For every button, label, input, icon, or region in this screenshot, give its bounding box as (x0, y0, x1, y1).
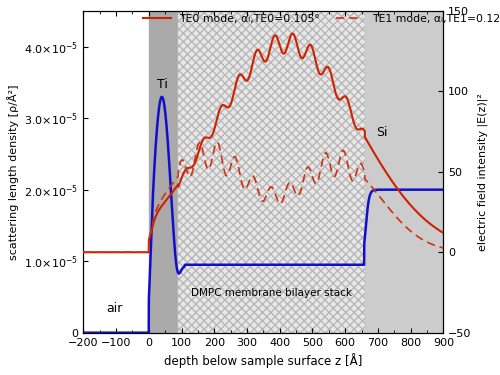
X-axis label: depth below sample surface z [Å]: depth below sample surface z [Å] (164, 353, 362, 368)
Bar (365, 11, 444, 333)
TE1 mode, αᵢ,TE1=0.123° (376, 194, 382, 199)
Text: DMPC membrane bilayer stack: DMPC membrane bilayer stack (191, 288, 352, 298)
TE0 mode, αᵢ,TE0=0.105° (218, 105, 224, 109)
Legend: TE0 mode, αᵢ,TE0=0.105°, TE1 mode, αᵢ,TE1=0.123°: TE0 mode, αᵢ,TE0=0.105°, TE1 mode, αᵢ,TE… (139, 10, 500, 28)
TE0 mode, αᵢ,TE0=0.105° (80, 250, 86, 255)
TE1 mode, αᵢ,TE1=0.123° (80, 250, 86, 255)
Bar (149, 11, 178, 333)
TE1 mode, αᵢ,TE1=0.123° (146, 250, 152, 255)
TE1 mode, αᵢ,TE1=0.123° (440, 246, 446, 250)
TE0 mode, αᵢ,TE0=0.105° (349, 114, 355, 118)
TE1 mode, αᵢ,TE1=0.123° (314, 180, 320, 184)
TE0 mode, αᵢ,TE0=0.105° (296, 51, 302, 56)
Bar (178, 11, 365, 333)
TE0 mode, αᵢ,TE0=0.105° (440, 231, 446, 235)
TE0 mode, αᵢ,TE0=0.105° (146, 250, 152, 255)
Text: air: air (106, 302, 122, 315)
TE0 mode, αᵢ,TE0=0.105° (376, 159, 382, 164)
Y-axis label: scattering length density [ρ/Å²]: scattering length density [ρ/Å²] (7, 84, 19, 260)
TE0 mode, αᵢ,TE0=0.105° (314, 66, 320, 71)
Line: TE0 mode, αᵢ,TE0=0.105°: TE0 mode, αᵢ,TE0=0.105° (84, 33, 444, 252)
TE1 mode, αᵢ,TE1=0.123° (214, 140, 220, 144)
TE0 mode, αᵢ,TE0=0.105° (290, 31, 296, 36)
Text: Si: Si (376, 126, 388, 139)
TE1 mode, αᵢ,TE1=0.123° (218, 152, 224, 156)
Text: Ti: Ti (157, 78, 168, 91)
Bar (178, 11, 365, 333)
TE1 mode, αᵢ,TE1=0.123° (296, 192, 302, 197)
Y-axis label: electric field intensity |E(z)|²: electric field intensity |E(z)|² (477, 93, 488, 251)
TE1 mode, αᵢ,TE1=0.123° (349, 178, 355, 183)
Line: TE1 mode, αᵢ,TE1=0.123°: TE1 mode, αᵢ,TE1=0.123° (84, 142, 444, 252)
